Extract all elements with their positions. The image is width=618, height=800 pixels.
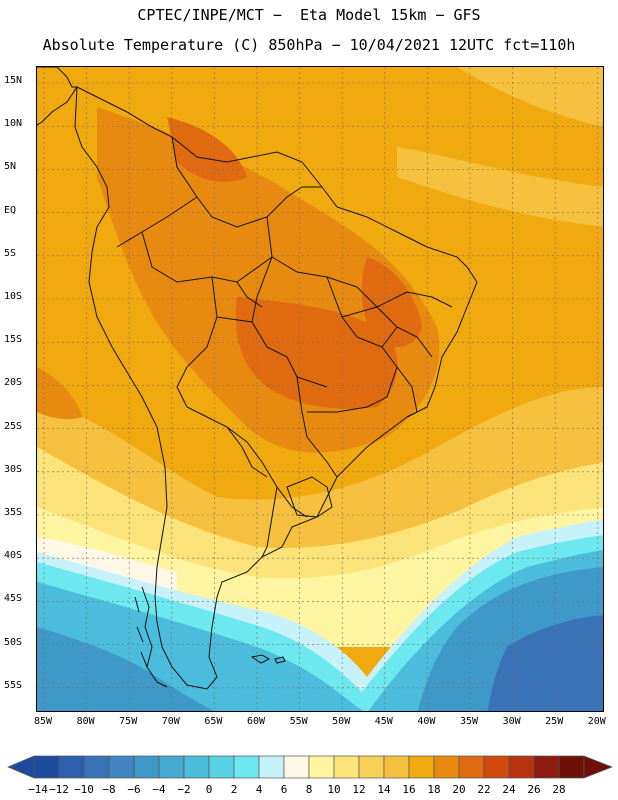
longitude-label: 75W — [119, 716, 138, 727]
latitude-label: EQ — [4, 204, 17, 216]
longitude-label: 55W — [289, 716, 308, 727]
colorbar-swatch — [383, 755, 410, 779]
latitude-label: 15N — [4, 75, 23, 86]
uruguay-outline — [286, 476, 333, 518]
colorbar — [7, 755, 613, 779]
colorbar-label: 20 — [452, 783, 466, 796]
colorbar-swatch — [58, 755, 85, 779]
field-hot-central — [235, 297, 398, 409]
colorbar-label: 4 — [255, 783, 263, 796]
colorbar-max-arrow — [583, 755, 613, 779]
colorbar-swatch — [508, 755, 535, 779]
longitude-label: 70W — [161, 716, 180, 727]
field-hot-northwest — [167, 117, 247, 182]
colorbar-label: 24 — [502, 783, 516, 796]
latitude-label: 15S — [4, 334, 23, 346]
colorbar-swatch — [408, 755, 435, 779]
latitude-label: 10S — [4, 291, 23, 302]
chart-title-line-2: Absolute Temperature (C) 850hPa − 10/04/… — [42, 36, 576, 54]
latitude-label: 30S — [4, 463, 23, 475]
longitude-label: 80W — [76, 716, 95, 727]
colorbar-swatch — [258, 755, 285, 779]
colorbar-label: 14 — [377, 783, 391, 796]
latitude-label: 40S — [4, 550, 23, 562]
colorbar-label: −10 — [74, 783, 94, 796]
colorbar-label: −12 — [49, 783, 69, 796]
colorbar-label: 2 — [230, 783, 238, 796]
colorbar-min-arrow — [7, 755, 35, 779]
longitude-label: 85W — [33, 716, 53, 727]
longitude-label: 20W — [587, 716, 606, 727]
central-america-outline — [37, 67, 78, 126]
latitude-label: 25S — [4, 420, 23, 432]
colorbar-label: 10 — [327, 783, 341, 796]
colorbar-label: 8 — [305, 783, 313, 796]
latitude-label: 45S — [4, 593, 23, 605]
colorbar-swatch — [158, 755, 185, 779]
field-warm-atlantic — [457, 67, 603, 127]
colorbar-label: −8 — [102, 783, 116, 796]
colorbar-swatch — [108, 755, 135, 779]
longitude-label: 60W — [246, 716, 266, 727]
colorbar-label: 18 — [427, 783, 441, 796]
colorbar-swatch — [208, 755, 235, 779]
colorbar-swatch — [483, 755, 510, 779]
colorbar-swatch — [558, 755, 585, 779]
field-blue-west — [37, 627, 214, 711]
colorbar-swatch — [283, 755, 310, 779]
field-hot-pacific — [37, 367, 82, 420]
colorbar-label: 6 — [280, 783, 288, 796]
latitude-label: 35S — [4, 507, 23, 518]
colorbar-swatch — [533, 755, 560, 779]
latitude-label: 10N — [4, 118, 23, 130]
colorbar-swatch — [433, 755, 460, 779]
field-hot-east — [361, 257, 422, 347]
falkland-islands — [250, 654, 286, 664]
south-america-outline — [74, 86, 478, 690]
longitude-label: 35W — [459, 716, 479, 727]
field-warm-atlantic-2 — [397, 147, 603, 227]
longitude-label: 45W — [374, 716, 393, 727]
longitude-label: 25W — [545, 716, 564, 727]
colorbar-label: 22 — [477, 783, 491, 796]
colorbar-swatch — [233, 755, 260, 779]
latitude-label: 50S — [4, 636, 23, 648]
latitude-label: 5N — [4, 161, 17, 173]
longitude-label: 30W — [502, 716, 521, 727]
colorbar-label: −14 — [28, 783, 48, 796]
latitude-label: 55S — [4, 679, 23, 691]
colorbar-swatch — [183, 755, 210, 779]
latitude-label: 20S — [4, 377, 23, 389]
field-deep-blue — [487, 615, 603, 711]
colorbar-swatch — [358, 755, 385, 779]
chile-islands — [134, 586, 168, 688]
colorbar-swatch — [308, 755, 335, 779]
colorbar-label: −4 — [152, 783, 166, 796]
country-borders-north — [116, 136, 328, 283]
colorbar-label: 26 — [527, 783, 541, 796]
longitude-label: 65W — [204, 716, 223, 727]
colorbar-swatch — [133, 755, 160, 779]
colorbar-swatch — [333, 755, 360, 779]
chart-title-line-1: CPTEC/INPE/MCT − Eta Model 15km − GFS — [137, 6, 481, 24]
colorbar-label: 12 — [352, 783, 366, 796]
temperature-map — [37, 67, 603, 711]
colorbar-label: 16 — [402, 783, 416, 796]
country-borders-south — [176, 376, 338, 558]
colorbar-swatch — [33, 755, 60, 779]
colorbar-label: 0 — [205, 783, 213, 796]
colorbar-swatch — [83, 755, 110, 779]
colorbar-label: −6 — [127, 783, 141, 796]
colorbar-label: 28 — [552, 783, 566, 796]
colorbar-swatch — [458, 755, 485, 779]
longitude-label: 40W — [417, 716, 436, 727]
map-frame — [36, 66, 604, 712]
country-borders-central — [176, 256, 433, 388]
colorbar-label: −2 — [177, 783, 191, 796]
longitude-label: 50W — [332, 716, 351, 727]
latitude-label: 5S — [4, 247, 17, 259]
brazil-states — [236, 276, 453, 418]
coastlines — [37, 67, 478, 690]
